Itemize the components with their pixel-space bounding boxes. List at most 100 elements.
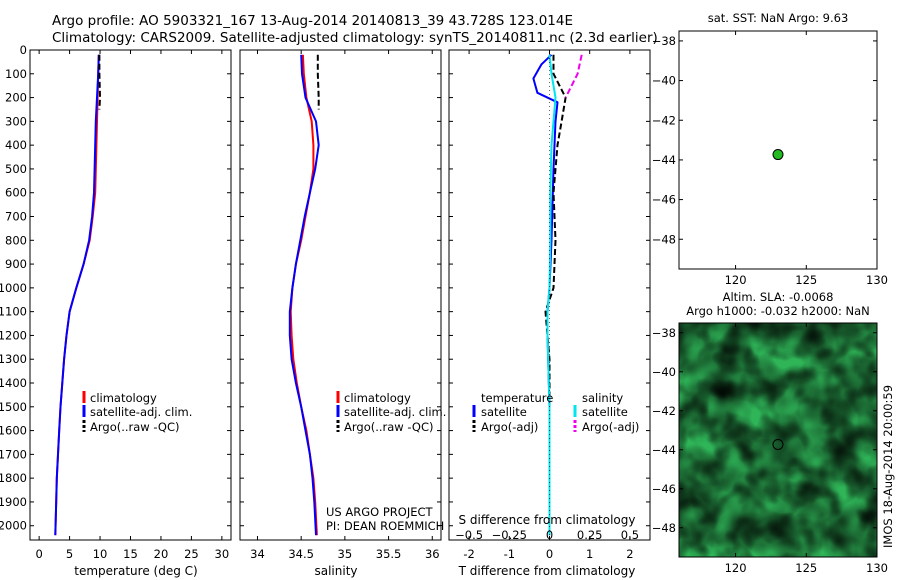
x-tick-label: 130 [866,273,888,287]
legend-label-sal-argo: Argo(-adj) [582,420,639,434]
depth-tick-label: 1800 [0,471,27,485]
header-line-1: Argo profile: AO 5903321_167 13-Aug-2014… [52,13,573,29]
depth-tick-label: 2000 [0,519,27,533]
sla-map-title-1: Altim. SLA: -0.0068 [723,290,834,304]
depth-tick-label: 0 [20,43,27,57]
depth-tick-label: 1700 [0,447,27,461]
argo-position-marker [772,438,784,450]
x-tick-label: 1 [586,547,593,561]
depth-tick-label: 1200 [0,328,27,342]
y-tick-label: −48 [652,521,676,535]
depth-tick-label: 1000 [0,281,27,295]
x-tick-label: 0 [546,547,553,561]
x-tick-label: 125 [795,561,817,575]
x-tick-label: 2 [626,547,633,561]
series-line [546,54,557,536]
legend-label-temp-satellite: satellite [481,405,527,419]
depth-tick-label: 1100 [0,305,27,319]
depth-tick-label: 1300 [0,352,27,366]
y-tick-label: −42 [652,404,676,418]
x-tick-label: 35.5 [376,547,402,561]
legend-label-argo: Argo(..raw -QC) [90,420,180,434]
y-tick-label: −40 [652,365,676,379]
depth-tick-label: 600 [5,186,27,200]
sla-heatmap [678,322,878,558]
legend-label-satellite: satellite-adj. clim. [344,405,446,419]
salinity-legend: climatology satellite-adj. clim. Argo(..… [336,391,446,434]
x-tick-label: -1 [504,547,515,561]
sst-map-content: 120 125 130 −38 −40 −42 −44 −46 −48 [652,31,888,287]
x-tick-label: 5 [66,547,73,561]
depth-tick-label: 100 [5,67,27,81]
credit-line-1: US ARGO PROJECT [326,505,434,519]
sla-map-title-2: Argo h1000: -0.032 h2000: NaN [686,304,870,318]
x-tick-label: 130 [866,561,888,575]
x-tick-label: 120 [725,273,747,287]
series-line [564,54,583,99]
legend-label-argo: Argo(..raw -QC) [344,420,434,434]
depth-tick-label: 800 [5,233,27,247]
salinity-profiles: 34 34.5 35 35.5 36 [240,49,441,561]
x-tick-label: 30 [215,547,230,561]
y-tick-label: −42 [652,113,676,127]
series-line [98,54,101,110]
legend-title-salinity: salinity [582,391,623,405]
salinity-panel [239,49,442,541]
x-tick-label: 125 [795,273,817,287]
y-tick-label: −40 [652,74,676,88]
depth-tick-label: 500 [5,162,27,176]
argo-position-marker [772,149,784,161]
difference-legend: temperature salinity satellite Argo(-adj… [472,391,639,434]
y-tick-label: −44 [652,153,676,167]
series-line [54,54,100,536]
depth-tick-label: 1400 [0,376,27,390]
legend-label-temp-argo: Argo(-adj) [481,420,538,434]
depth-tick-label: 200 [5,91,27,105]
depth-tick-label: 300 [5,114,27,128]
temperature-xlabel: temperature (deg C) [74,564,197,578]
depth-axis: 0 100 200 300 400 500 600 700 800 900 1000 1100 1200… [0,43,27,533]
legend-label-climatology: climatology [344,391,411,405]
x-tick-label: 25 [184,547,199,561]
series-line [316,54,320,110]
x-tick-label: 20 [154,547,169,561]
credit-line-2: PI: DEAN ROEMMICH [326,519,444,533]
top-tick-label: −0.5 [455,528,483,542]
top-tick-label: 0.25 [577,528,603,542]
x-tick-label: 10 [93,547,108,561]
y-tick-label: −46 [652,482,676,496]
y-tick-label: −38 [652,326,676,340]
y-tick-label: −44 [652,443,676,457]
x-tick-label: 0 [35,547,42,561]
sst-map-title: sat. SST: NaN Argo: 9.63 [708,11,849,25]
x-tick-label: 120 [725,561,747,575]
difference-profiles: -2 -1 0 1 2−0.5 −0.25 0 0.25 0.5 [449,49,650,561]
series-line [288,54,320,536]
legend-label-sal-satellite: satellite [582,405,628,419]
header-line-2: Climatology: CARS2009. Satellite-adjuste… [52,30,658,46]
y-tick-label: −38 [652,34,676,48]
x-tick-label: 34 [250,547,265,561]
depth-tick-label: 1600 [0,424,27,438]
depth-tick-label: 900 [5,257,27,271]
timestamp-vertical: IMOS 18-Aug-2014 20:00:59 [881,385,895,548]
x-tick-label: 15 [123,547,138,561]
x-tick-label: 36 [425,547,440,561]
depth-tick-label: 400 [5,138,27,152]
legend-label-climatology: climatology [90,391,157,405]
temperature-legend: climatology satellite-adj. clim. Argo(..… [82,391,192,434]
salinity-xlabel: salinity [314,564,357,578]
series-line [544,54,567,455]
legend-title-temperature: temperature [481,391,553,405]
sla-map-content: 120 125 130 −38 −40 −42 −44 −46 −48 [652,323,888,575]
top-tick-label: −0.25 [492,528,527,542]
y-tick-label: −48 [652,232,676,246]
depth-tick-label: 1500 [0,400,27,414]
temperature-profiles: 0 5 10 15 20 25 30 [30,49,231,561]
series-line [54,54,100,536]
depth-tick-label: 700 [5,210,27,224]
x-tick-label: -2 [463,547,474,561]
temperature-panel [29,49,232,541]
series-line [289,54,318,536]
